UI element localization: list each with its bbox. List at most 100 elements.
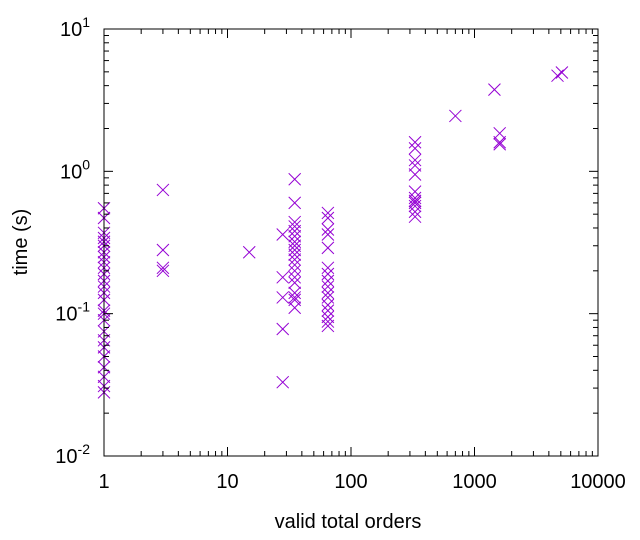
data-point-stroke [408,199,422,213]
data-point-stroke [408,142,422,155]
data-point [408,205,422,219]
data-point-stroke [288,258,302,272]
x-axis-label: valid total orders [275,511,422,533]
data-point [288,229,302,243]
data-point-stroke [408,153,422,167]
data-point [242,245,256,259]
data-point-stroke [156,183,170,197]
data-point [555,66,569,79]
data-point-stroke [555,66,569,79]
data-point [156,264,170,278]
data-point-stroke [408,159,422,172]
data-point [321,280,335,293]
data-point [321,304,335,318]
y-tick-label: 101 [60,14,90,41]
data-point-stroke [321,310,335,324]
data-point-stroke [288,301,302,315]
y-tick-label-base: 10 [55,304,77,326]
data-point [321,241,335,255]
plot-frame [103,28,599,457]
y-tick-label-base: 10 [55,446,77,468]
data-point [321,261,335,275]
data-point-stroke [321,286,335,300]
data-point [321,286,335,300]
data-point-stroke [321,319,335,333]
data-point [321,211,335,225]
data-point-stroke [288,270,302,284]
data-point-stroke [321,241,335,255]
y-tick-label: 10-2 [55,441,90,468]
x-tick-label: 100 [334,471,367,493]
data-point-stroke [408,196,422,210]
data-point-stroke [449,109,462,123]
data-point [321,274,335,288]
data-point-stroke [288,276,302,290]
data-point-stroke [288,291,302,304]
data-point [408,196,422,210]
data-point [321,315,335,328]
data-point-stroke [288,224,302,238]
data-point [408,199,422,213]
data-point [288,224,302,238]
data-point [408,135,422,149]
data-point-stroke [493,135,507,149]
data-point [276,322,290,336]
data-point-stroke [408,205,422,219]
data-point [408,194,422,208]
data-point [288,264,302,278]
data-point-stroke [321,304,335,318]
data-point [288,196,302,210]
x-tick-label: 1000 [452,471,497,493]
data-point [321,310,335,324]
data-point [276,291,290,304]
y-tick-label-base: 10 [60,19,82,41]
x-tick-label: 10 [216,471,238,493]
data-point [488,83,501,96]
data-point [321,228,335,241]
data-point-stroke [288,229,302,243]
data-point-stroke [408,185,422,198]
data-point-stroke [288,243,302,257]
data-point-stroke [408,135,422,149]
data-point-stroke [321,261,335,275]
data-point [493,126,507,140]
data-point [449,109,462,123]
data-point-stroke [276,322,290,336]
data-point [408,185,422,198]
data-point-stroke [493,137,507,151]
data-point-stroke [408,194,422,208]
data-point-stroke [276,228,290,241]
data-point-stroke [288,248,302,261]
data-point-stroke [408,210,422,224]
y-tick-label-exponent: 1 [82,14,90,30]
data-point [551,69,564,83]
y-tick-label: 100 [60,156,90,183]
data-point-stroke [288,264,302,278]
data-point-stroke [321,274,335,288]
data-point-stroke [321,315,335,328]
data-point [288,253,302,266]
data-point [288,243,302,257]
data-point [408,210,422,224]
data-point [493,137,507,151]
data-point [288,248,302,261]
data-point [288,286,302,300]
data-point-stroke [321,267,335,281]
data-point [321,206,335,220]
data-point-stroke [493,126,507,140]
data-point-stroke [288,196,302,210]
data-point [288,276,302,290]
data-point [288,291,302,304]
data-point-stroke [488,83,501,96]
data-point [493,135,507,149]
x-tick-label: 1 [98,471,109,493]
data-point [156,243,170,257]
data-point-stroke [321,228,335,241]
data-point-stroke [276,375,290,389]
data-point-stroke [242,245,256,259]
data-point-stroke [288,172,302,186]
data-point [276,228,290,241]
data-point-stroke [288,253,302,266]
